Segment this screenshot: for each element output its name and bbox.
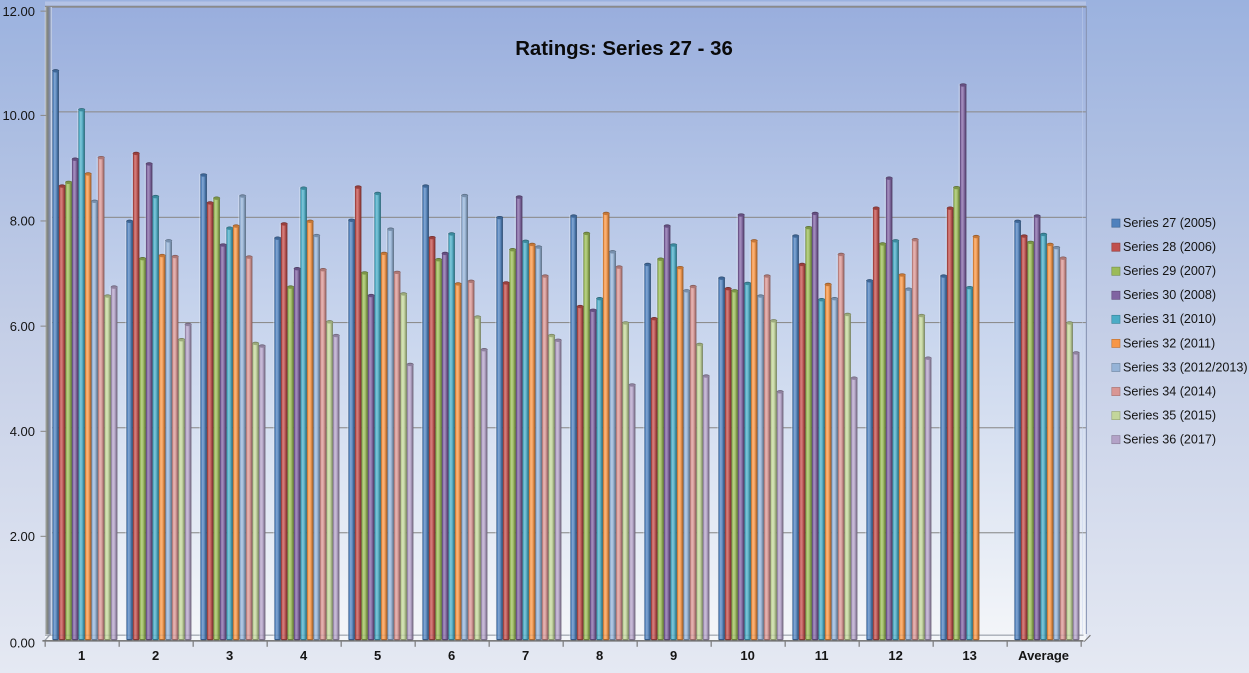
svg-text:9: 9 xyxy=(670,648,677,663)
svg-text:6.00: 6.00 xyxy=(10,319,35,334)
svg-text:8: 8 xyxy=(596,648,603,663)
svg-text:Series 35 (2015): Series 35 (2015) xyxy=(1123,408,1216,422)
svg-text:7: 7 xyxy=(522,648,529,663)
svg-text:Series 28 (2006): Series 28 (2006) xyxy=(1123,240,1216,254)
svg-text:2: 2 xyxy=(152,648,159,663)
svg-text:Series 31 (2010): Series 31 (2010) xyxy=(1123,312,1216,326)
svg-text:Series 29 (2007): Series 29 (2007) xyxy=(1123,264,1216,278)
svg-text:11: 11 xyxy=(815,648,829,663)
svg-text:Series 34 (2014): Series 34 (2014) xyxy=(1123,384,1216,398)
svg-text:Series 27 (2005): Series 27 (2005) xyxy=(1123,216,1216,230)
svg-text:6: 6 xyxy=(448,648,455,663)
svg-text:10.00: 10.00 xyxy=(2,108,35,123)
svg-text:Average: Average xyxy=(1018,648,1069,663)
svg-text:0.00: 0.00 xyxy=(10,635,35,650)
svg-text:2.00: 2.00 xyxy=(10,529,35,544)
svg-text:Series 32 (2011): Series 32 (2011) xyxy=(1123,336,1215,350)
svg-text:3: 3 xyxy=(226,648,233,663)
svg-text:5: 5 xyxy=(374,648,381,663)
svg-text:Ratings: Series 27 - 36: Ratings: Series 27 - 36 xyxy=(515,38,733,60)
svg-text:4.00: 4.00 xyxy=(10,424,35,439)
svg-text:Series 30 (2008): Series 30 (2008) xyxy=(1123,288,1216,302)
svg-text:Series 36 (2017): Series 36 (2017) xyxy=(1123,433,1216,447)
svg-text:13: 13 xyxy=(962,648,976,663)
svg-text:12: 12 xyxy=(888,648,902,663)
svg-text:4: 4 xyxy=(300,648,308,663)
svg-text:Series 33 (2012/2013): Series 33 (2012/2013) xyxy=(1123,360,1248,374)
svg-text:1: 1 xyxy=(78,648,85,663)
svg-text:10: 10 xyxy=(740,648,754,663)
svg-text:8.00: 8.00 xyxy=(10,214,35,229)
svg-text:12.00: 12.00 xyxy=(2,4,35,19)
